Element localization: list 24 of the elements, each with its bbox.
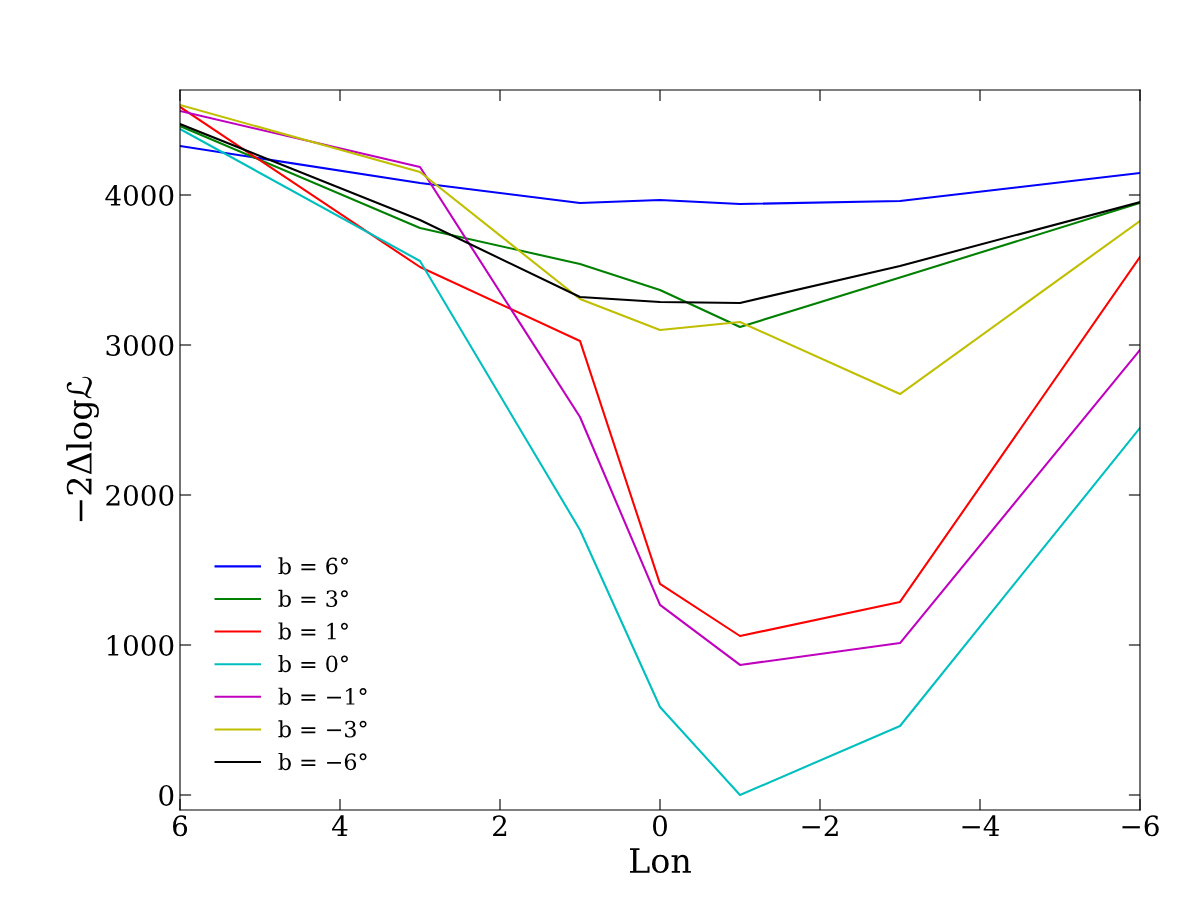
x-tick-label: −4 (962, 815, 1000, 836)
legend-label: b = −6° (278, 752, 367, 771)
x-tick-label: 4 (332, 815, 348, 836)
x-axis-title: Lon (630, 848, 691, 874)
x-tick-label: 0 (652, 815, 667, 837)
line-series (180, 127, 1140, 797)
legend-label: b = −3° (278, 720, 367, 738)
x-tick-label: 2 (493, 815, 507, 836)
y-tick-label: 4000 (105, 184, 174, 206)
legend-label: b = 0° (278, 655, 348, 673)
legend-label: b = 1° (278, 622, 348, 640)
legend-label: b = 3° (278, 589, 348, 608)
line-series (180, 144, 1140, 206)
y-tick-label: 0 (159, 784, 174, 806)
line-series (180, 103, 1140, 396)
y-tick-label: 1000 (107, 634, 174, 656)
y-tick-label: 3000 (106, 334, 174, 356)
y-axis-title: −2Δlogℒ (66, 376, 99, 522)
x-tick-label: −2 (802, 815, 838, 836)
x-tick-label: 6 (173, 815, 188, 837)
x-tick-label: −6 (1122, 815, 1159, 837)
y-tick-label: 2000 (106, 484, 174, 506)
legend-label: b = −1° (278, 687, 367, 705)
legend-label: b = 6° (278, 557, 348, 575)
